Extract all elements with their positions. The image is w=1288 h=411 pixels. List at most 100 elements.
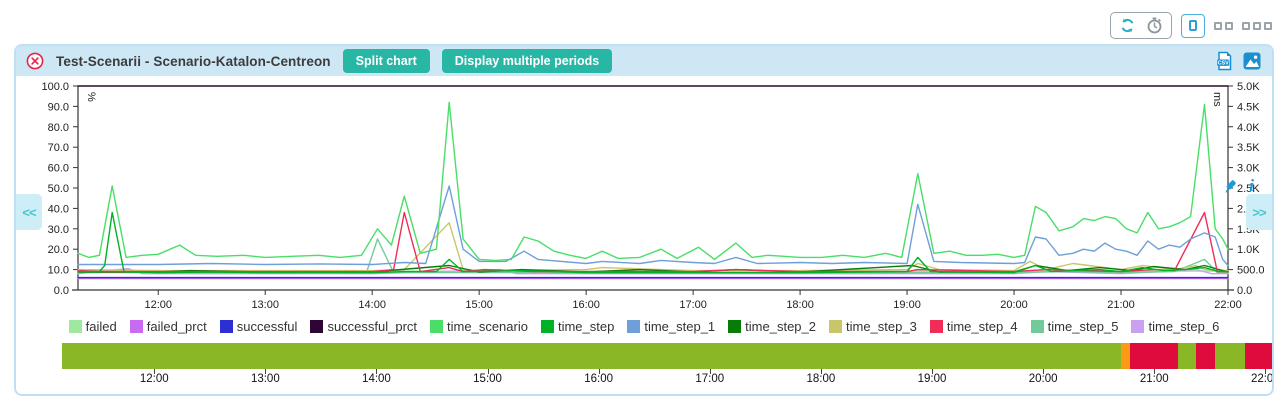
legend-item-time_step[interactable]: time_step — [540, 319, 615, 334]
legend-swatch — [728, 320, 742, 333]
svg-text:16:00: 16:00 — [572, 299, 600, 311]
status-timeline-bar[interactable] — [62, 343, 1272, 369]
legend-swatch — [219, 320, 233, 333]
legend-swatch — [829, 320, 842, 333]
timeline-tick — [487, 369, 489, 374]
timeline-label: 18:00 — [806, 373, 836, 385]
legend-label: time_step — [557, 319, 615, 334]
layout-one-column-icon[interactable] — [1181, 13, 1205, 38]
legend-label: time_scenario — [447, 319, 528, 334]
timeline-tick — [932, 369, 933, 374]
status-timeline[interactable]: 12:00 13:00 14:00 15:00 16:00 17:00 18:00 19:00… — [62, 343, 1272, 393]
timeline-label: 19:00 — [917, 373, 947, 385]
legend-swatch — [129, 320, 143, 333]
legend-label: time_step_4 — [946, 319, 1018, 334]
svg-text:1.0K: 1.0K — [1237, 244, 1260, 256]
refresh-controls-group — [1110, 12, 1172, 39]
info-icon[interactable]: i — [1249, 176, 1254, 195]
timeline-label: 12:00 — [139, 373, 169, 385]
graph-toolbar — [1110, 12, 1272, 39]
svg-text:ms: ms — [1211, 92, 1223, 107]
legend-item-time_step_2[interactable]: time_step_2 — [728, 319, 816, 334]
series-line-time_step_3 — [77, 221, 1229, 272]
pencil-edit-icon[interactable] — [1224, 179, 1239, 194]
svg-text:15:00: 15:00 — [465, 299, 493, 311]
circle-x-icon[interactable] — [26, 52, 44, 70]
legend-swatch — [540, 320, 554, 333]
timeline-label: 16:00 — [584, 373, 614, 385]
timeline-label: 14:00 — [362, 373, 391, 385]
svg-text:40.0: 40.0 — [48, 203, 69, 215]
series-line-time_scenario — [77, 101, 1229, 262]
timeline-label: 13:00 — [250, 373, 280, 385]
legend-item-time_step_5[interactable]: time_step_5 — [1030, 319, 1119, 334]
legend-item-time_step_1[interactable]: time_step_1 — [627, 319, 715, 334]
legend-item-time_scenario[interactable]: time_scenario — [430, 319, 528, 334]
svg-text:13:00: 13:00 — [251, 299, 279, 311]
legend-label: failed — [85, 319, 117, 334]
refresh-icon[interactable] — [1119, 17, 1136, 34]
timeline-tick — [1043, 369, 1045, 374]
svg-text:14:00: 14:00 — [358, 299, 386, 311]
legend-swatch — [929, 320, 943, 333]
graph-panel: Test-Scenarii - Scenario-Katalon-Centreo… — [14, 44, 1274, 396]
layout-three-columns-icon[interactable] — [1242, 21, 1272, 30]
legend-label: time_step_5 — [1047, 319, 1119, 334]
scroll-right-button[interactable]: >> — [1246, 194, 1272, 230]
display-multiple-periods-button[interactable]: Display multiple periods — [441, 49, 613, 73]
svg-text:21:00: 21:00 — [1107, 299, 1135, 311]
legend-swatch — [310, 320, 324, 333]
timeline-segment-warning[interactable] — [1120, 343, 1131, 369]
legend-item-time_step_4[interactable]: time_step_4 — [929, 319, 1018, 334]
legend-item-time_step_3[interactable]: time_step_3 — [829, 319, 917, 334]
svg-text:0.0: 0.0 — [54, 285, 69, 297]
timeline-segment-ok[interactable] — [1215, 343, 1246, 369]
legend-item-successful_prct[interactable]: successful_prct — [310, 319, 417, 334]
svg-text:3.0K: 3.0K — [1237, 163, 1260, 175]
timeline-tick — [1265, 369, 1267, 374]
split-chart-button[interactable]: Split chart — [342, 49, 430, 73]
svg-text:CSV: CSV — [1218, 61, 1229, 67]
legend-swatch — [430, 320, 444, 333]
image-export-icon[interactable] — [1242, 51, 1262, 71]
svg-text:4.0K: 4.0K — [1237, 122, 1260, 134]
svg-text:20:00: 20:00 — [1000, 299, 1028, 311]
svg-text:50.0: 50.0 — [48, 183, 69, 195]
svg-text:18:00: 18:00 — [786, 299, 814, 311]
timeline-label: 22:00 — [1250, 373, 1272, 385]
stopwatch-icon[interactable] — [1146, 17, 1163, 34]
timeline-segment-critical[interactable] — [1130, 343, 1179, 369]
time-series-chart: 0.0 10.0 20.0 30.0 40.0 50.0 60.0 70.0 80.0 90.0 1… — [41, 81, 1264, 311]
legend-item-successful[interactable]: successful — [219, 319, 297, 334]
svg-text:%: % — [85, 92, 97, 102]
csv-export-icon[interactable]: CSV — [1214, 51, 1234, 71]
graph-title: Test-Scenarii - Scenario-Katalon-Centreo… — [56, 53, 331, 69]
svg-text:5.0K: 5.0K — [1237, 81, 1260, 93]
legend-item-failed[interactable]: failed — [68, 319, 117, 334]
timeline-segment-ok[interactable] — [1178, 343, 1197, 369]
scroll-left-button[interactable]: << — [16, 194, 42, 230]
svg-text:100.0: 100.0 — [41, 81, 69, 93]
legend-item-time_step_6[interactable]: time_step_6 — [1131, 319, 1219, 334]
svg-text:10.0: 10.0 — [48, 265, 69, 277]
timeline-segment-critical[interactable] — [1196, 343, 1216, 369]
legend-swatch — [68, 320, 82, 333]
legend-label: time_step_1 — [644, 319, 716, 334]
timeline-segment-ok[interactable] — [62, 343, 1121, 369]
legend-label: failed_prct — [146, 319, 207, 334]
legend-swatch — [627, 320, 641, 333]
graph-panel-header: Test-Scenarii - Scenario-Katalon-Centreo… — [16, 46, 1272, 76]
legend-item-failed_prct[interactable]: failed_prct — [129, 319, 207, 334]
timeline-tick — [820, 369, 822, 374]
timeline-segment-critical[interactable] — [1245, 343, 1272, 369]
svg-text:70.0: 70.0 — [48, 142, 69, 154]
timeline-tick — [709, 369, 711, 374]
svg-text:19:00: 19:00 — [893, 299, 921, 311]
timeline-label: 15:00 — [473, 373, 502, 385]
layout-two-columns-icon[interactable] — [1214, 21, 1233, 30]
svg-text:22:00: 22:00 — [1214, 299, 1242, 311]
legend-label: time_step_2 — [745, 319, 816, 334]
timeline-label: 20:00 — [1028, 373, 1058, 385]
svg-text:4.5K: 4.5K — [1237, 101, 1260, 113]
svg-text:0.0: 0.0 — [1237, 285, 1252, 297]
